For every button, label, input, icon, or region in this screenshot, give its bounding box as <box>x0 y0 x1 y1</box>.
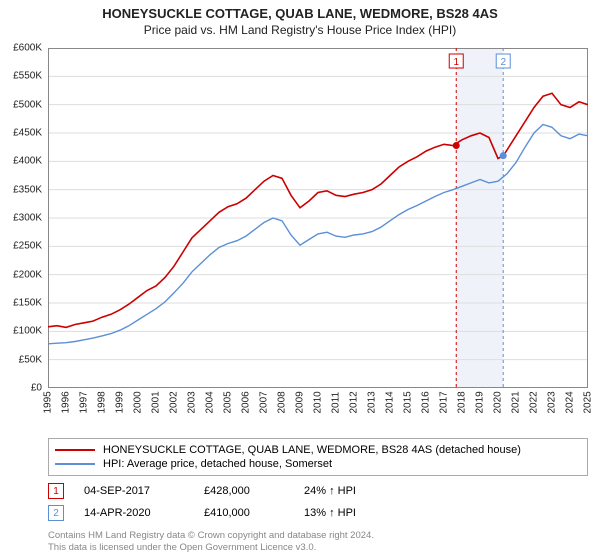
chart-subtitle: Price paid vs. HM Land Registry's House … <box>0 21 600 41</box>
event-price: £410,000 <box>204 507 304 519</box>
svg-text:2: 2 <box>500 57 506 68</box>
svg-text:1: 1 <box>453 57 459 68</box>
legend-row: HPI: Average price, detached house, Some… <box>55 457 581 471</box>
x-tick-label: 2000 <box>133 391 144 413</box>
x-tick-label: 2001 <box>151 391 162 413</box>
event-price: £428,000 <box>204 485 304 497</box>
x-tick-label: 2020 <box>493 391 504 413</box>
x-tick-label: 2018 <box>457 391 468 413</box>
chart-svg: 12 <box>48 48 588 388</box>
x-tick-label: 2023 <box>547 391 558 413</box>
y-axis-labels: £0£50K£100K£150K£200K£250K£300K£350K£400… <box>0 48 44 388</box>
x-tick-label: 1995 <box>43 391 54 413</box>
y-tick-label: £50K <box>19 354 42 365</box>
y-tick-label: £0 <box>31 383 42 394</box>
x-tick-label: 2006 <box>241 391 252 413</box>
event-pct: 24% ↑ HPI <box>304 485 424 497</box>
x-tick-label: 2013 <box>367 391 378 413</box>
x-tick-label: 2003 <box>187 391 198 413</box>
event-pct: 13% ↑ HPI <box>304 507 424 519</box>
x-tick-label: 2007 <box>259 391 270 413</box>
x-tick-label: 2008 <box>277 391 288 413</box>
y-tick-label: £400K <box>13 156 42 167</box>
x-tick-label: 2002 <box>169 391 180 413</box>
y-tick-label: £450K <box>13 128 42 139</box>
x-tick-label: 2019 <box>475 391 486 413</box>
event-date: 14-APR-2020 <box>84 507 204 519</box>
event-row: 1 04-SEP-2017£428,00024% ↑ HPI <box>48 480 588 502</box>
x-tick-label: 1998 <box>97 391 108 413</box>
x-tick-label: 1999 <box>115 391 126 413</box>
y-tick-label: £150K <box>13 298 42 309</box>
chart-legend: HONEYSUCKLE COTTAGE, QUAB LANE, WEDMORE,… <box>48 438 588 476</box>
footer-line1: Contains HM Land Registry data © Crown c… <box>48 530 374 542</box>
legend-label: HONEYSUCKLE COTTAGE, QUAB LANE, WEDMORE,… <box>103 444 521 456</box>
x-tick-label: 1996 <box>61 391 72 413</box>
y-tick-label: £500K <box>13 99 42 110</box>
chart-title: HONEYSUCKLE COTTAGE, QUAB LANE, WEDMORE,… <box>0 0 600 21</box>
x-tick-label: 2011 <box>331 392 342 414</box>
x-tick-label: 2025 <box>583 391 594 413</box>
x-tick-label: 2010 <box>313 391 324 413</box>
y-tick-label: £300K <box>13 213 42 224</box>
x-axis-labels: 1995199619971998199920002001200220032004… <box>48 392 588 432</box>
x-tick-label: 2024 <box>565 391 576 413</box>
x-tick-label: 2016 <box>421 391 432 413</box>
x-tick-label: 2004 <box>205 391 216 413</box>
event-table: 1 04-SEP-2017£428,00024% ↑ HPI 2 14-APR-202… <box>48 480 588 524</box>
x-tick-label: 2015 <box>403 391 414 413</box>
y-tick-label: £200K <box>13 269 42 280</box>
x-tick-label: 2014 <box>385 391 396 413</box>
footer-line2: This data is licensed under the Open Gov… <box>48 542 374 554</box>
event-date: 04-SEP-2017 <box>84 485 204 497</box>
legend-swatch <box>55 463 95 465</box>
chart-plot-area: 12 <box>48 48 588 388</box>
x-tick-label: 2021 <box>511 391 522 413</box>
legend-label: HPI: Average price, detached house, Some… <box>103 458 332 470</box>
event-row: 2 14-APR-2020£410,00013% ↑ HPI <box>48 502 588 524</box>
x-tick-label: 2005 <box>223 391 234 413</box>
x-tick-label: 2022 <box>529 391 540 413</box>
y-tick-label: £350K <box>13 184 42 195</box>
legend-row: HONEYSUCKLE COTTAGE, QUAB LANE, WEDMORE,… <box>55 443 581 457</box>
x-tick-label: 2009 <box>295 391 306 413</box>
y-tick-label: £600K <box>13 43 42 54</box>
x-tick-label: 2012 <box>349 391 360 413</box>
event-marker: 2 <box>48 505 64 521</box>
y-tick-label: £250K <box>13 241 42 252</box>
y-tick-label: £550K <box>13 71 42 82</box>
x-tick-label: 2017 <box>439 391 450 413</box>
event-marker: 1 <box>48 483 64 499</box>
y-tick-label: £100K <box>13 326 42 337</box>
x-tick-label: 1997 <box>79 391 90 413</box>
legend-swatch <box>55 449 95 451</box>
footer-attribution: Contains HM Land Registry data © Crown c… <box>48 530 374 554</box>
